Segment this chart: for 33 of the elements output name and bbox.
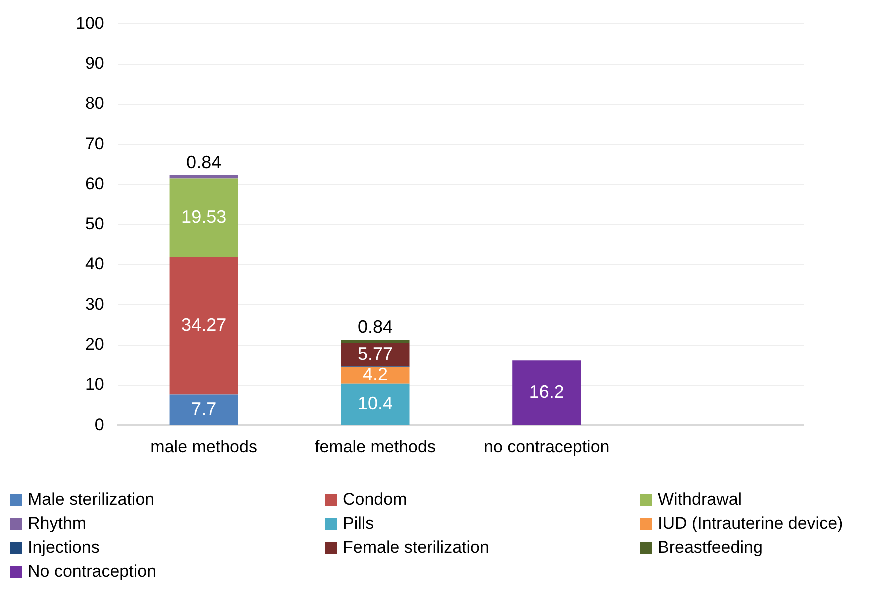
legend-label: IUD (Intrauterine device) (658, 514, 844, 534)
data-label: 4.2 (362, 364, 388, 384)
data-label: 34.27 (182, 314, 227, 335)
y-tick-label: 20 (85, 335, 104, 354)
legend-label: Breastfeeding (658, 538, 763, 558)
x-tick-label: no contraception (484, 437, 610, 456)
legend-label: Female sterilization (343, 538, 490, 558)
x-tick-label: female methods (315, 437, 436, 456)
y-tick-label: 10 (85, 375, 104, 394)
y-tick-label: 50 (85, 214, 104, 234)
legend-label: Injections (28, 538, 100, 558)
data-label: 0.84 (186, 152, 222, 172)
data-label: 19.53 (182, 206, 227, 227)
x-tick-label: male methods (150, 437, 258, 456)
legend-label: Male sterilization (28, 490, 155, 510)
data-label: 10.4 (358, 393, 393, 414)
legend-label: No contraception (28, 562, 157, 582)
y-tick-label: 90 (85, 54, 104, 74)
y-tick-label: 0 (94, 415, 104, 434)
y-tick-label: 100 (76, 14, 104, 33)
legend-label: Condom (343, 490, 408, 510)
data-label: 16.2 (529, 382, 564, 402)
y-tick-label: 70 (85, 134, 104, 154)
y-tick-label: 40 (85, 254, 104, 274)
legend-label: Rhythm (28, 514, 87, 534)
data-label: 5.77 (358, 344, 393, 364)
y-tick-label: 60 (85, 174, 104, 194)
legend-label: Pills (343, 514, 374, 534)
data-label: 7.7 (192, 398, 217, 419)
y-tick-label: 30 (85, 294, 104, 314)
y-tick-label: 80 (85, 94, 104, 114)
data-label: 0.84 (358, 317, 393, 338)
legend-label: Withdrawal (658, 490, 742, 510)
